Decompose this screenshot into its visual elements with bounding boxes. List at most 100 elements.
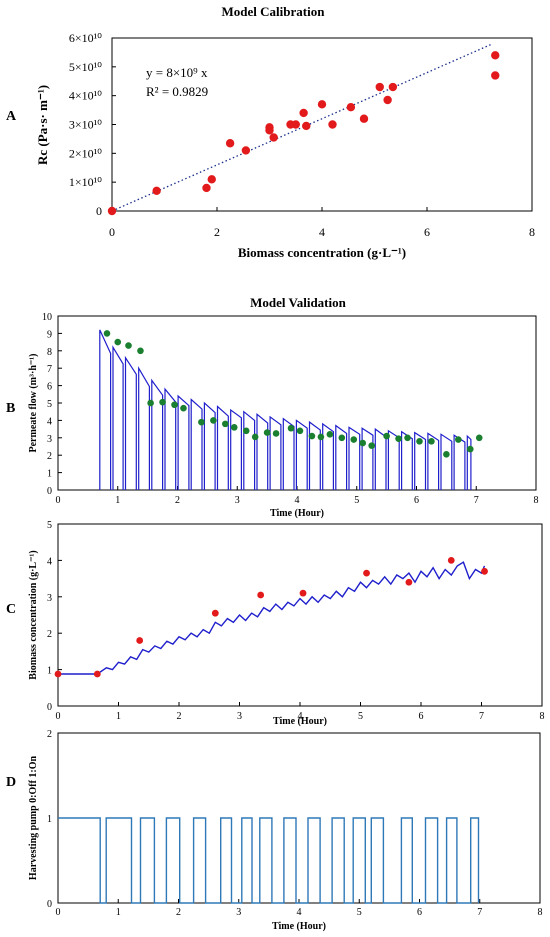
panel-b-observed-point xyxy=(383,432,390,440)
panel-b-ytick-label: 10 xyxy=(42,312,52,323)
panel-c-xtick-label: 3 xyxy=(237,711,242,722)
panel-b-ytick-label: 7 xyxy=(47,364,52,375)
panel-b-xtick-label: 5 xyxy=(354,495,359,506)
panel-b: Permeate flow (m³·h⁻¹) Time (Hour) 0 1 2 3 4… xyxy=(28,312,539,519)
panel-b-observed-point xyxy=(428,437,435,445)
panel-c-ytick-label: 2 xyxy=(47,629,52,640)
panel-a-ticks: 0 2 4 6 8 0 1×10¹⁰ 2×10¹⁰ 3×10¹⁰ 4×10¹⁰ 5×10¹⁰ 6×10… xyxy=(69,31,535,239)
panel-b-observed-point xyxy=(350,436,358,443)
panel-b-observed-point xyxy=(272,430,280,437)
panel-c-xtick-label: 1 xyxy=(116,711,121,722)
panel-c-frame xyxy=(57,523,543,707)
panel-c-xtick-label: 8 xyxy=(540,711,545,722)
panel-c-ytick-label: 0 xyxy=(47,702,52,713)
panel-letter-b: B xyxy=(6,401,15,416)
panel-b-observed-point xyxy=(359,439,367,447)
panel-c-xlabel: Time (Hour) xyxy=(273,716,327,727)
panel-a-ytick-label: 5×10¹⁰ xyxy=(69,60,102,74)
panel-b-observed-point xyxy=(147,399,154,407)
panel-d-xtick-label: 7 xyxy=(477,907,482,918)
panel-a-data-point xyxy=(107,206,117,216)
panel-b-ytick-label: 9 xyxy=(47,329,52,340)
panel-b-ytick-label: 2 xyxy=(47,451,52,462)
panel-a-data-point xyxy=(202,183,211,193)
panel-b-observed-point xyxy=(317,433,325,441)
panel-b-observed-point xyxy=(395,435,402,442)
panel-c-observed-point xyxy=(405,578,413,586)
panel-d-ytick-label: 0 xyxy=(47,899,52,910)
panel-b-observed-point xyxy=(308,432,316,440)
panel-a-data-point xyxy=(491,51,500,60)
panel-a-data-point xyxy=(383,95,392,105)
panel-c-observed-point xyxy=(257,591,265,599)
panel-a-data-point xyxy=(375,82,384,92)
panel-b-xtick-label: 7 xyxy=(474,495,479,506)
panel-a-data-point xyxy=(152,186,161,196)
panel-b-observed-point xyxy=(443,451,450,458)
panel-a-data-point xyxy=(207,175,216,184)
panel-d-ytick-label: 1 xyxy=(47,814,52,825)
panel-b-xtick-label: 6 xyxy=(414,495,419,506)
panel-a-ytick-label: 1×10¹⁰ xyxy=(69,175,102,189)
panel-c-simulated-line xyxy=(58,561,486,675)
panel-d-xlabel: Time (Hour) xyxy=(272,921,326,932)
panel-b-observed-point xyxy=(338,434,346,442)
panel-b-observed-point xyxy=(416,437,423,445)
panel-d-xtick-label: 2 xyxy=(176,907,181,918)
panel-d-ylabel: Harvesting pump 0:Off 1:On xyxy=(28,755,39,880)
panel-b-xtick-label: 4 xyxy=(295,495,300,506)
panel-b-observed-point xyxy=(368,442,375,449)
panel-a-marks xyxy=(107,43,500,216)
panel-d-ytick-label: 2 xyxy=(47,729,52,740)
panel-a-data-point xyxy=(328,120,337,129)
panel-b-observed-point xyxy=(103,330,111,337)
panel-b-observed-point xyxy=(296,427,304,435)
panel-a-xtick-label: 2 xyxy=(214,225,220,239)
panel-c: Biomass concentration (g·L⁻¹) Time (Hour… xyxy=(28,520,545,727)
panel-b-observed-point xyxy=(171,401,178,409)
panel-letter-d: D xyxy=(6,775,16,790)
panel-b-observed-point xyxy=(230,424,238,431)
panel-a-data-point xyxy=(302,121,311,131)
panel-d-xtick-label: 1 xyxy=(116,907,121,918)
panel-a-data-point xyxy=(359,114,369,123)
panel-b-ylabel: Permeate flow (m³·h⁻¹) xyxy=(28,353,39,452)
title-model-calibration: Model Calibration xyxy=(222,4,326,19)
panel-b-observed-point xyxy=(475,434,483,442)
panel-a-ytick-label: 0 xyxy=(96,204,102,218)
panel-a-ytick-label: 3×10¹⁰ xyxy=(69,118,102,132)
panel-c-ylabel: Biomass concentration (g·L⁻¹) xyxy=(28,550,39,679)
panel-b-ytick-label: 8 xyxy=(47,347,52,358)
panel-b-observed-point xyxy=(242,427,250,435)
panel-letter-a: A xyxy=(6,109,17,124)
panel-b-observed-point xyxy=(251,433,259,441)
panel-b-observed-point xyxy=(198,418,205,426)
panel-b-observed-point xyxy=(114,338,122,346)
panel-d: Harvesting pump 0:Off 1:On Time (Hour) 0… xyxy=(28,729,543,932)
panel-b-observed-point xyxy=(125,342,132,349)
panel-a-ytick-label: 2×10¹⁰ xyxy=(69,146,102,160)
panel-letter-c: C xyxy=(6,602,16,617)
panel-b-observed-point xyxy=(222,420,229,428)
panel-a-xtick-label: 8 xyxy=(529,225,535,239)
panel-a-frame xyxy=(111,37,533,212)
panel-b-observed-point xyxy=(180,404,187,412)
panel-a-annotation-equation: y = 8×10⁹ x xyxy=(146,65,208,80)
panel-c-xtick-label: 5 xyxy=(358,711,363,722)
panel-d-ticks: 0 1 2 3 4 5 6 7 8 0 1 2 xyxy=(47,729,543,918)
panel-b-xtick-label: 3 xyxy=(235,495,240,506)
panel-b-ytick-label: 5 xyxy=(47,399,52,410)
panel-a: Rc (Pa·s· m⁻¹) Biomass concentration (g·… xyxy=(35,31,535,260)
panel-d-pump-state-line xyxy=(58,817,480,904)
panel-d-xtick-label: 5 xyxy=(357,907,362,918)
panel-c-observed-point xyxy=(54,670,62,678)
panel-a-data-point xyxy=(491,71,500,80)
panel-d-xtick-label: 4 xyxy=(297,907,302,918)
panel-a-data-point xyxy=(388,82,398,92)
panel-c-observed-point xyxy=(136,637,144,644)
panel-c-xtick-label: 4 xyxy=(298,711,303,722)
panel-a-data-point xyxy=(299,108,308,118)
panel-a-data-point xyxy=(317,100,327,109)
panel-b-observed-point xyxy=(326,431,334,438)
panel-a-fit-line xyxy=(111,43,493,212)
